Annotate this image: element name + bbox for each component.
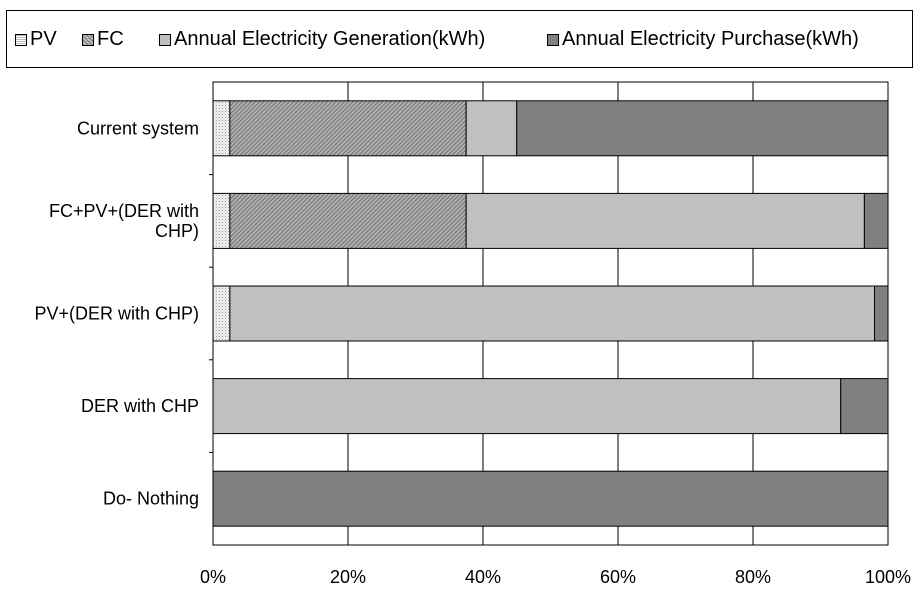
legend-swatch-purchase	[547, 33, 559, 46]
bar-segment	[212, 100, 231, 157]
category-label: DER with CHP	[81, 396, 199, 416]
category-label: Current system	[77, 118, 199, 138]
legend-label-generation: Annual Electricity Generation(kWh)	[174, 28, 486, 50]
legend-swatch-fc	[82, 33, 94, 46]
legend-swatch-pv	[15, 33, 27, 46]
bar-segment	[212, 378, 842, 435]
legend: PV FC Annual Electricity Generation(kWh)…	[6, 10, 913, 68]
x-tick-label: 80%	[735, 567, 771, 587]
bar-segment	[516, 100, 889, 157]
plot-border	[212, 81, 889, 546]
bar-segment	[863, 192, 889, 249]
legend-label-pv: PV	[30, 28, 57, 50]
bar-segment	[212, 192, 231, 249]
x-tick-label: 0%	[200, 567, 226, 587]
bar-segment	[229, 285, 875, 342]
legend-label-purchase: Annual Electricity Purchase(kWh)	[562, 28, 859, 50]
bar-segment	[465, 100, 518, 157]
bar-segment	[212, 285, 231, 342]
category-label: PV+(DER with CHP)	[34, 304, 199, 324]
bar-segment	[229, 192, 467, 249]
legend-item-generation: Annual Electricity Generation(kWh)	[159, 28, 485, 51]
bar-segment	[229, 100, 467, 157]
category-label: FC+PV+(DER with CHP)	[49, 201, 199, 241]
legend-label-fc: FC	[97, 28, 124, 50]
plot-frame	[209, 81, 889, 546]
legend-item-purchase: Annual Electricity Purchase(kWh)	[547, 28, 859, 51]
x-tick-label: 40%	[465, 567, 501, 587]
legend-item-fc: FC	[82, 28, 124, 51]
bar-segment	[874, 285, 889, 342]
labels: Current system FC+PV+(DER with CHP) PV+(DER…	[34, 118, 911, 587]
x-tick-label: 20%	[330, 567, 366, 587]
bar-segment	[212, 470, 889, 527]
category-label: Do- Nothing	[103, 489, 199, 509]
bar-segment	[840, 378, 889, 435]
bar-segment	[465, 192, 865, 249]
bars	[212, 100, 889, 527]
x-tick-label: 60%	[600, 567, 636, 587]
legend-item-pv: PV	[15, 28, 57, 51]
x-tick-label: 100%	[865, 567, 911, 587]
legend-swatch-generation	[159, 33, 171, 46]
